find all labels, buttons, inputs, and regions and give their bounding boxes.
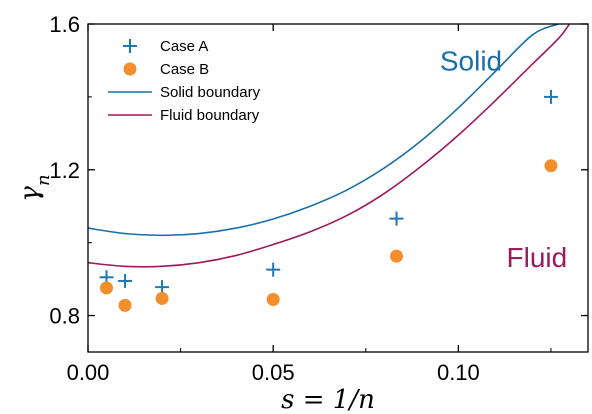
legend-circle-swatch	[123, 62, 137, 76]
data-point-plus	[118, 273, 133, 288]
legend-entry: Case B	[123, 61, 209, 78]
y-axis-label: γn	[15, 174, 54, 201]
legend-entry: Solid boundary	[108, 84, 261, 101]
data-point-circle	[390, 249, 404, 263]
x-tick-label: 0.10	[437, 360, 480, 385]
data-point-circle	[266, 293, 280, 307]
legend-entry: Fluid boundary	[108, 107, 260, 124]
legend-entry: Case A	[123, 38, 208, 55]
y-tick-label: 0.8	[49, 304, 80, 329]
series-line-3	[88, 24, 571, 268]
plot-frame	[87, 23, 589, 353]
data-point-circle	[100, 281, 114, 295]
y-label-main: γ	[15, 186, 45, 202]
x-tick-label: 0.05	[252, 360, 295, 385]
legend-label: Case A	[160, 38, 208, 55]
data-point-plus	[389, 211, 404, 226]
data-point-plus	[155, 280, 170, 295]
region-label-solid: Solid	[440, 45, 502, 76]
y-tick-label: 1.6	[49, 12, 80, 37]
region-annotations: Solid Fluid	[440, 45, 567, 273]
data-point-circle	[155, 291, 169, 305]
series-line-2	[88, 24, 559, 237]
data-markers	[99, 89, 558, 312]
data-point-circle	[544, 159, 558, 173]
y-label-sub: n	[33, 174, 54, 186]
ticks: 0.00 0.05 0.10 0.8 1.2 1.6	[49, 12, 588, 385]
legend: Case A Case B Solid boundary Fluid boundary	[108, 38, 261, 124]
legend-label: Case B	[160, 61, 209, 78]
axes	[87, 23, 589, 353]
legend-label: Fluid boundary	[160, 107, 260, 124]
x-tick-label: 0.00	[67, 360, 110, 385]
legend-label: Solid boundary	[160, 84, 261, 101]
boundary-lines	[88, 24, 571, 268]
y-tick-label: 1.2	[49, 158, 80, 183]
data-point-plus	[543, 89, 558, 104]
region-label-fluid: Fluid	[507, 242, 568, 273]
data-point-circle	[118, 298, 132, 312]
data-point-plus	[266, 262, 281, 277]
x-axis-label: s = 1/n	[281, 385, 375, 414]
